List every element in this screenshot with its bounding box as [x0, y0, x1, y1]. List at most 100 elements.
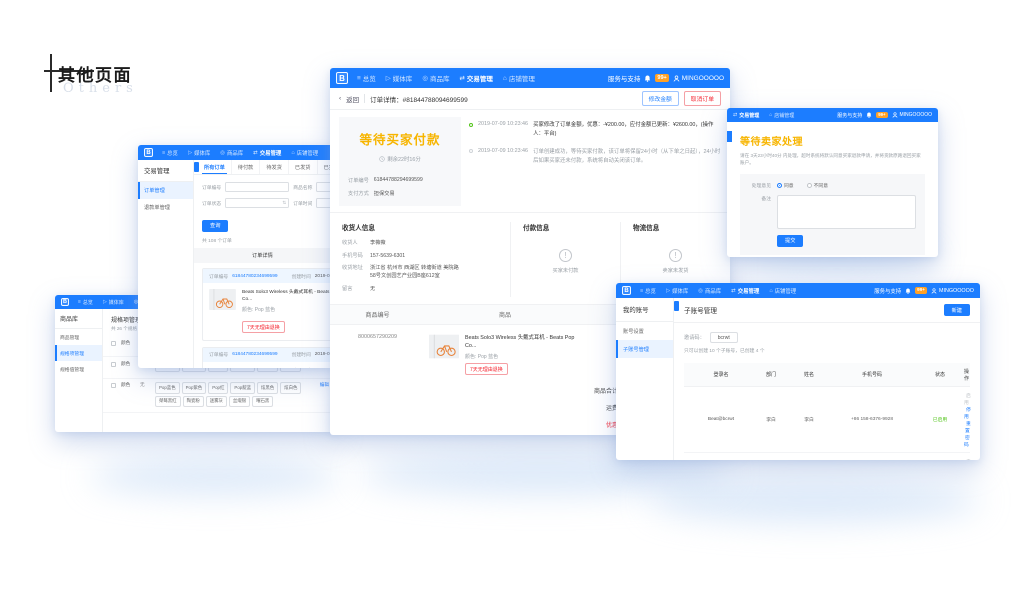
support-link[interactable]: 服务与支持 — [607, 76, 641, 83]
sidebar-title: 我的账号 — [616, 298, 673, 322]
nav-item-media[interactable]: ▷ 媒体库 — [381, 73, 418, 83]
user-menu[interactable]: MINGOOOOO — [673, 75, 724, 82]
edit-link[interactable]: 编辑 — [319, 382, 329, 388]
order-no-link[interactable]: 61844780234699599 — [232, 352, 278, 358]
invite-code[interactable]: bcrwt — [709, 332, 738, 343]
sidebar-item-order-mgmt[interactable]: 订单管理 — [138, 182, 193, 199]
bell-icon[interactable] — [905, 287, 911, 294]
order-card[interactable]: 订单编号 61844780234699599 创建时间 2019-03-15 1… — [202, 268, 336, 341]
sidebar-collapse-toggle[interactable] — [674, 301, 679, 311]
radio-icon — [806, 182, 812, 188]
nav-item-trade[interactable]: ⇄交易管理 — [733, 112, 764, 119]
nav-item-trade[interactable]: ⇄交易管理 — [248, 149, 286, 157]
nav-item-overview[interactable]: ≡ 总览 — [157, 149, 183, 157]
reset-password-link[interactable]: 重置密码 — [964, 421, 971, 448]
bell-icon[interactable] — [866, 112, 872, 118]
sidebar-item-refund-mgmt[interactable]: 退款单管理 — [144, 205, 170, 211]
sidebar-item-account-settings[interactable]: 账号设置 — [623, 328, 644, 335]
order-time-input[interactable] — [316, 198, 336, 208]
create-time: 2019-03-15 14:29 — [314, 352, 336, 358]
media-icon: ▷ — [385, 75, 391, 82]
col-phone: 手机号码 — [861, 372, 882, 378]
nav-item-overview[interactable]: ≡ 总览 — [635, 287, 661, 295]
radio-agree[interactable]: 同意 — [777, 182, 794, 189]
nav-label: 媒体库 — [672, 288, 689, 295]
tab-all-orders[interactable]: 所有订单 — [198, 160, 232, 174]
sidebar-item-goods-mgmt[interactable]: 商品管理 — [60, 335, 80, 341]
order-no-link[interactable]: 61844780234699599 — [232, 273, 278, 279]
spec-tag[interactable]: Pop蓝色 — [155, 382, 180, 394]
nav-item-media[interactable]: ▷ 媒体库 — [98, 299, 129, 306]
nav-item-shop[interactable]: ⌂ 店铺管理 — [498, 73, 540, 84]
app-logo[interactable]: B — [144, 148, 153, 157]
nav-item-media[interactable]: ▷ 媒体库 — [661, 287, 693, 295]
bell-icon[interactable] — [644, 75, 651, 82]
title-crosshair-vertical — [50, 54, 52, 92]
nav-item-goods[interactable]: ◎商品库 — [417, 73, 454, 83]
receiver-name: 李薇薇 — [370, 240, 386, 246]
row-checkbox[interactable] — [111, 340, 116, 346]
product-name[interactable]: Beats Solo3 Wireless 头戴式耳机 - Beats Pop C… — [465, 335, 575, 350]
order-status-select[interactable]: ⇅ — [225, 198, 290, 208]
search-button[interactable]: 查询 — [202, 219, 229, 232]
spec-tag[interactable]: 曜石黑 — [252, 395, 274, 407]
sidebar-item-spec-value-mgmt[interactable]: 规格值管理 — [60, 367, 84, 373]
enable-link[interactable]: 启用 — [964, 393, 971, 406]
tab-pending-payment[interactable]: 待付款 — [232, 160, 261, 174]
nav-item-trade[interactable]: ⇄交易管理 — [454, 73, 497, 83]
support-link[interactable]: 服务与支持 — [874, 288, 902, 295]
table-row: Beat@bcrwt 李白 李白 +86 158-6376-9928 已启用 启… — [684, 453, 971, 461]
sidebar-item-sub-accounts[interactable]: 子账号管理 — [616, 340, 673, 358]
nav-item-media[interactable]: ▷ 媒体库 — [183, 149, 215, 157]
nav-item-goods[interactable]: ◎商品库 — [693, 287, 726, 295]
radio-disagree[interactable]: 不同意 — [806, 182, 828, 189]
app-logo[interactable]: B — [622, 286, 631, 295]
user-menu[interactable]: MINGOOOOO — [931, 288, 974, 294]
row-checkbox[interactable] — [111, 383, 116, 389]
nav-item-shop[interactable]: ⌂ 店铺管理 — [764, 287, 801, 295]
disable-link[interactable]: 停用 — [964, 407, 971, 420]
nav-item-overview[interactable]: ≡ 总览 — [352, 73, 381, 84]
goods-name-input[interactable] — [316, 182, 336, 192]
spec-tag[interactable]: 陶瓷粉 — [182, 395, 204, 407]
back-button[interactable]: 返回 — [346, 96, 360, 104]
order-no-input[interactable] — [225, 182, 290, 192]
new-subaccount-button[interactable]: 新建 — [943, 304, 970, 316]
app-logo[interactable]: B — [61, 298, 69, 306]
nav-item-goods[interactable]: ◎商品库 — [215, 149, 248, 157]
user-menu[interactable]: MINGOOOOO — [892, 112, 933, 118]
product-name[interactable]: Beats Solo3 Wireless 头戴式耳机 - Beats Pop C… — [242, 290, 336, 303]
nav-item-trade[interactable]: ⇄交易管理 — [726, 287, 764, 295]
app-logo[interactable]: B — [336, 72, 348, 84]
cancel-order-button[interactable]: 取消订单 — [683, 91, 721, 106]
username: MINGOOOOO — [899, 112, 933, 118]
tab-completed[interactable]: 已完成 — [318, 160, 337, 174]
nav-item-shop[interactable]: ⌂ 店铺管理 — [764, 112, 799, 119]
tab-pending-shipment[interactable]: 待发货 — [260, 160, 289, 174]
subaccount-table: 登录名 部门 姓名 手机号码 状态 操作 Beat@bcrwt 李白 李白 +8… — [684, 363, 971, 461]
enable-link[interactable]: 启用 — [964, 460, 971, 461]
spec-tag[interactable]: Pop紫色 — [181, 382, 207, 394]
spec-tag[interactable]: Pop红 — [208, 382, 229, 394]
support-link[interactable]: 服务与支持 — [837, 112, 863, 119]
modify-amount-button[interactable]: 修改金额 — [641, 91, 679, 106]
nav-item-shop[interactable]: ⌂ 店铺管理 — [286, 149, 323, 157]
spec-tag[interactable]: 迷雾灰 — [205, 395, 227, 407]
spec-tag[interactable]: Pop靛蓝 — [230, 382, 255, 394]
tab-shipped[interactable]: 已发货 — [289, 160, 318, 174]
spec-tag[interactable]: 炫白色 — [280, 382, 302, 394]
order-timeline: 2019-07-09 10:23:46 买家修改了订单金额，优惠：-¥200.0… — [469, 117, 721, 206]
row-checkbox[interactable] — [111, 361, 116, 367]
create-time-label: 创建时间 — [291, 353, 311, 359]
nav-item-overview[interactable]: ≡ 总览 — [73, 299, 98, 306]
spec-tag[interactable]: 丝缎银 — [228, 395, 251, 407]
order-card[interactable]: 订单编号 61844780234699599 创建时间 2019-03-15 1… — [202, 346, 336, 368]
sidebar-collapse-toggle[interactable] — [194, 162, 199, 172]
spec-tag[interactable]: 炫黑色 — [256, 382, 279, 394]
spec-row: 颜色 无 Pop蓝色 Pop紫色 Pop红 Pop靛蓝 炫黑色 炫白色 桀骜黑红 陶瓷粉 迷雾… — [103, 379, 337, 414]
sidebar-item-spec-mgmt[interactable]: 规格项管理 — [55, 345, 102, 361]
timeline-time: 2019-07-09 10:23:46 — [478, 121, 529, 127]
spec-tag[interactable]: 桀骜黑红 — [155, 395, 181, 407]
submit-button[interactable]: 提交 — [777, 234, 804, 247]
remark-textarea[interactable] — [777, 194, 916, 229]
